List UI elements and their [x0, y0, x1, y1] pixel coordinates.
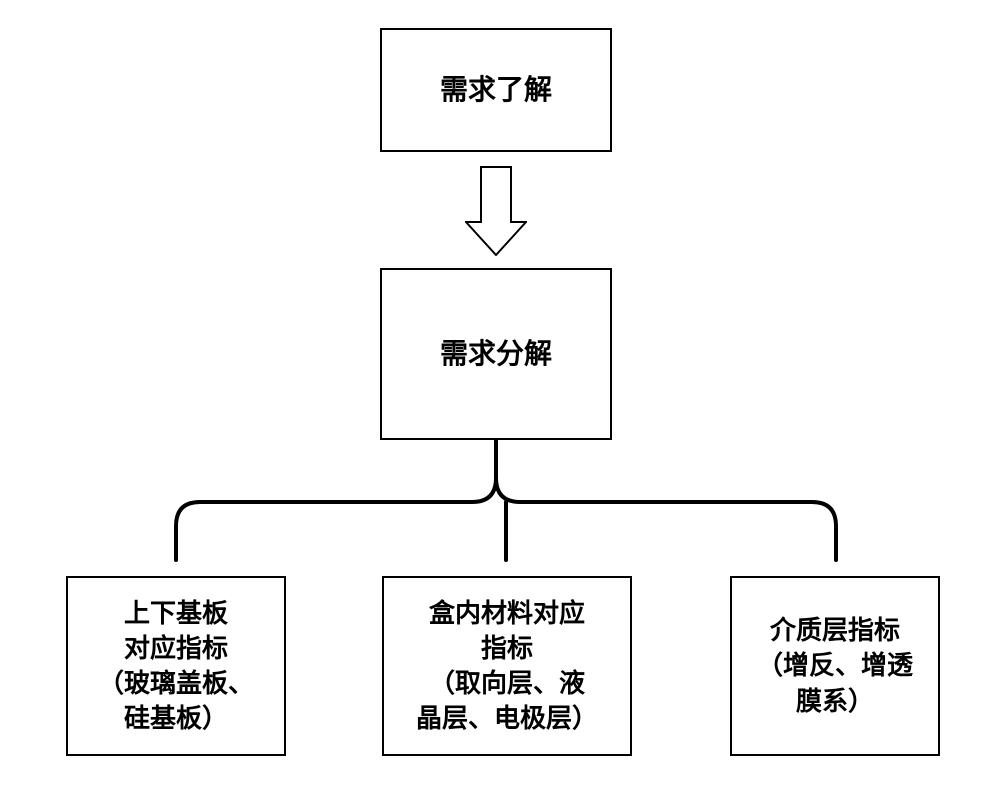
node-cell-material-indicators: 盒内材料对应 指标 （取向层、液 晶层、电极层）	[382, 576, 632, 756]
bracket-connector	[148, 440, 864, 564]
node-label: 需求了解	[440, 71, 552, 109]
node-label: 需求分解	[440, 335, 552, 373]
node-label: 介质层指标 （增反、增透 膜系）	[757, 613, 913, 718]
node-dielectric-layer-indicators: 介质层指标 （增反、增透 膜系）	[730, 576, 940, 756]
flowchart-canvas: 需求了解 需求分解 上下基板 对应指标 （玻璃盖板、 硅基板） 盒内材料对应 指…	[0, 0, 1000, 788]
node-label: 上下基板 对应指标 （玻璃盖板、 硅基板）	[98, 596, 254, 736]
node-requirement-understanding: 需求了解	[380, 28, 612, 152]
node-substrate-indicators: 上下基板 对应指标 （玻璃盖板、 硅基板）	[66, 576, 286, 756]
node-requirement-decomposition: 需求分解	[380, 268, 612, 440]
arrow-down-icon	[465, 166, 527, 256]
node-label: 盒内材料对应 指标 （取向层、液 晶层、电极层）	[416, 596, 598, 736]
